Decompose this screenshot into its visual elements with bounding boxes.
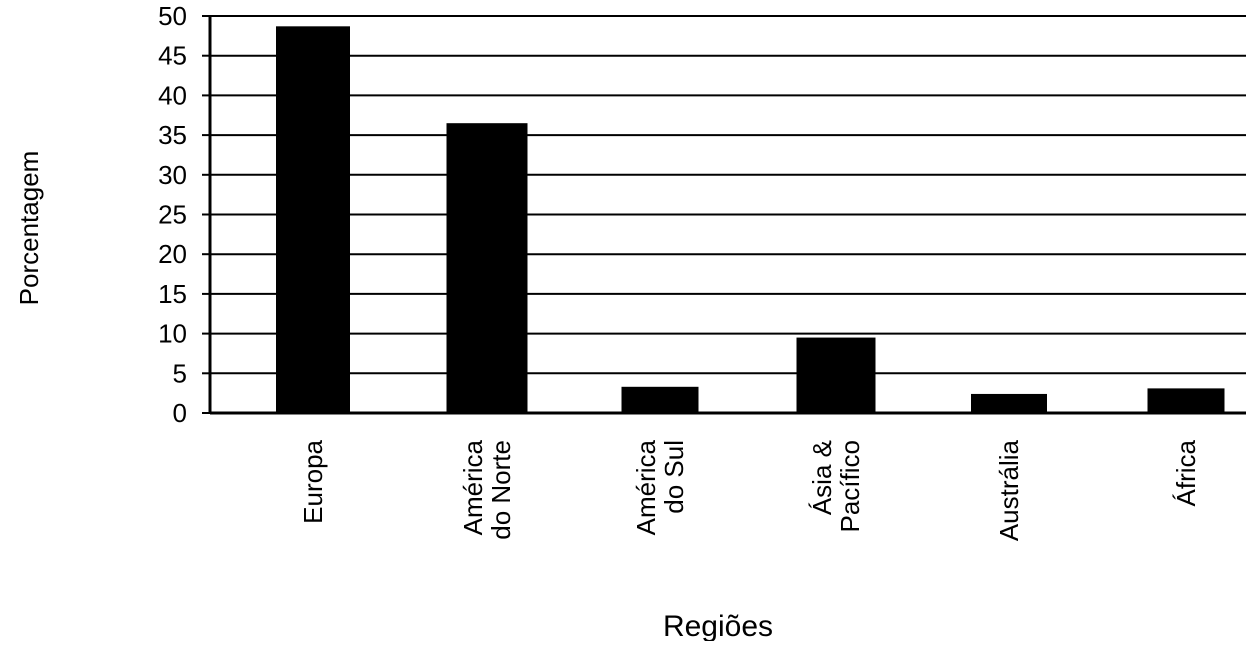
x-category-label: América — [458, 439, 488, 535]
x-category-label: do Norte — [486, 440, 516, 540]
x-category-label: do Sul — [659, 440, 689, 514]
bar — [446, 123, 528, 413]
bar — [276, 26, 350, 414]
y-tick-label: 20 — [158, 239, 187, 269]
y-tick-label: 15 — [158, 279, 187, 309]
bar — [796, 337, 876, 413]
y-axis-title: Porcentagem — [14, 151, 44, 306]
y-tick-labels: 0 5 10 15 20 25 30 35 40 45 50 — [158, 1, 187, 428]
y-tick-label: 35 — [158, 120, 187, 150]
bar — [971, 393, 1047, 413]
gridlines — [210, 15, 1246, 375]
y-tick-label: 40 — [158, 80, 187, 110]
y-tick-label: 10 — [158, 319, 187, 349]
bar — [1147, 388, 1225, 413]
x-category-label: Europa — [298, 439, 328, 523]
x-category-label: América — [631, 439, 661, 535]
bars — [276, 26, 1225, 414]
y-tick-label: 5 — [173, 358, 187, 388]
axes — [202, 15, 1246, 415]
x-category-label: Austrália — [994, 439, 1024, 541]
y-tick-label: 0 — [173, 398, 187, 428]
x-axis-title: Regiões — [663, 610, 773, 641]
x-category-label: África — [1171, 439, 1201, 506]
y-tick-label: 50 — [158, 1, 187, 31]
y-tick-label: 30 — [158, 160, 187, 190]
y-tick-label: 45 — [158, 41, 187, 71]
y-tick-label: 25 — [158, 200, 187, 230]
bar — [621, 386, 699, 413]
x-category-label: Ásia & — [807, 440, 837, 515]
x-category-label: Pacífico — [835, 440, 865, 533]
